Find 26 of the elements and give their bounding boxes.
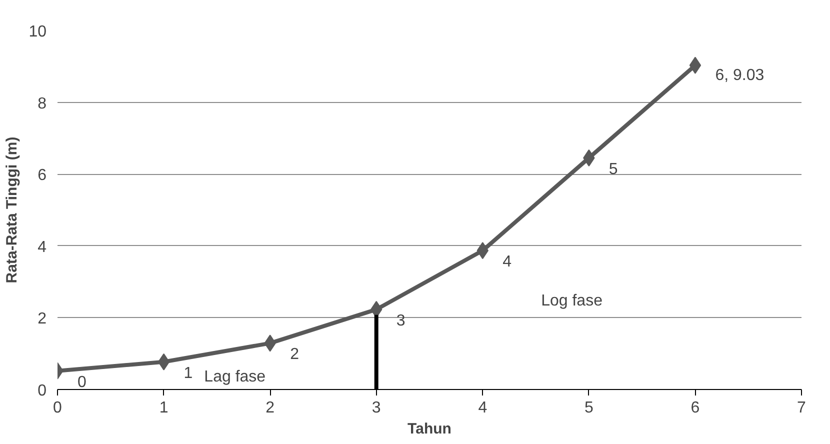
x-axis-title: Tahun — [408, 420, 452, 438]
annotation: 6, 9.03 — [715, 66, 764, 84]
x-tick-label: 2 — [266, 400, 275, 416]
y-tick-label: 10 — [28, 24, 47, 40]
x-tick-label: 1 — [159, 400, 168, 416]
x-tick-label: 6 — [690, 400, 700, 416]
y-axis-title: Rata-Rata Tinggi (m) — [4, 136, 21, 284]
annotation: 4 — [502, 254, 512, 271]
x-tick-label: 0 — [53, 400, 62, 416]
annotation: 5 — [608, 160, 618, 178]
y-tick-label: 2 — [38, 310, 47, 328]
point — [158, 353, 170, 370]
annotation: 2 — [290, 346, 300, 364]
x-tick-label: 4 — [478, 400, 488, 416]
point — [689, 56, 702, 74]
y-tick-label: 4 — [38, 238, 47, 256]
y-tick-label: 0 — [38, 382, 47, 400]
annotation: 0 — [78, 374, 86, 391]
y-tick-label: 6 — [38, 167, 47, 184]
x-tick-label: 3 — [372, 400, 381, 416]
annotation: Log fase — [541, 292, 603, 310]
y-tick-label: 8 — [38, 95, 47, 112]
x-tick-label: 5 — [584, 400, 594, 416]
annotation: Lag fase — [204, 368, 266, 386]
x-tick-label: 7 — [797, 400, 806, 416]
annotation: 1 — [184, 364, 193, 382]
